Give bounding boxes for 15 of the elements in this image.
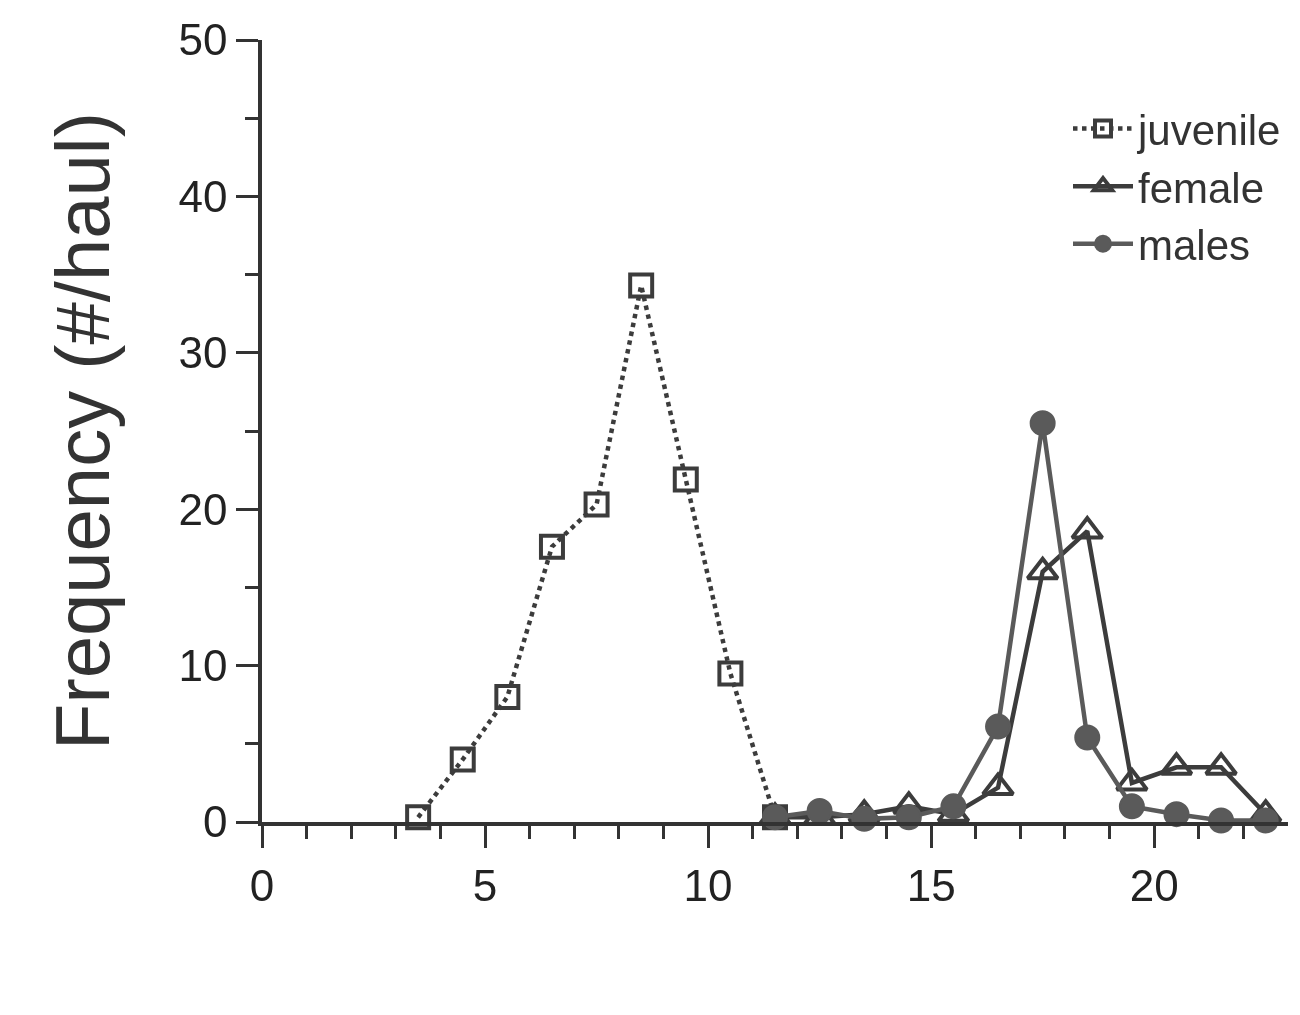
y-tick-label: 30 bbox=[178, 328, 228, 378]
x-tick-label: 5 bbox=[472, 860, 498, 910]
y-tick-label: 40 bbox=[178, 171, 228, 221]
x-tick-label: 20 bbox=[1129, 860, 1179, 910]
legend-label: female bbox=[1138, 164, 1265, 212]
x-tick-label: 0 bbox=[249, 860, 275, 910]
y-tick-label: 10 bbox=[178, 641, 228, 690]
y-tick-label: 20 bbox=[178, 484, 228, 534]
y-tick-label: 0 bbox=[202, 797, 228, 847]
x-tick-label: 15 bbox=[906, 860, 956, 910]
x-tick-label: 10 bbox=[683, 860, 733, 910]
y-tick-label: 50 bbox=[178, 15, 228, 65]
legend-label: juvenile bbox=[1136, 106, 1281, 154]
y-axis-title: Frequency (#/haul) bbox=[39, 112, 125, 750]
legend-label: males bbox=[1138, 222, 1251, 270]
